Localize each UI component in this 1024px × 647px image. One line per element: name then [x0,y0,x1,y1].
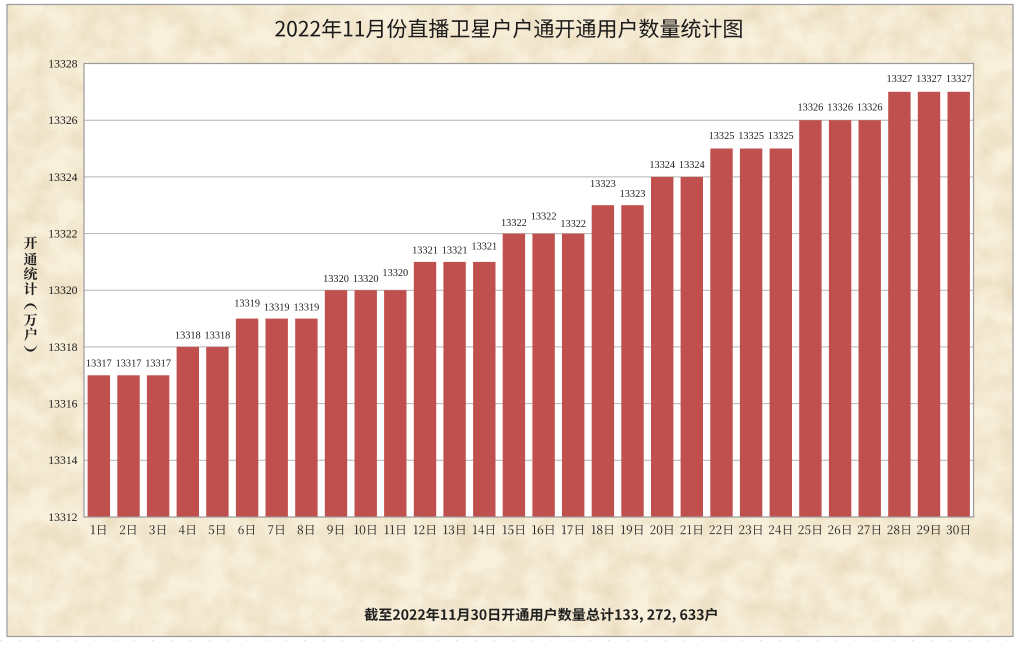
svg-text:13326: 13326 [798,103,824,114]
svg-text:13326: 13326 [48,114,77,127]
svg-text:13318: 13318 [48,341,77,354]
svg-text:13322: 13322 [531,212,557,223]
svg-text:13327: 13327 [887,74,913,85]
svg-text:13316: 13316 [48,398,77,411]
svg-text:13324: 13324 [48,171,77,184]
svg-text:13320: 13320 [353,274,379,285]
svg-text:13318: 13318 [175,331,201,342]
svg-text:13318: 13318 [205,331,231,342]
svg-text:13323: 13323 [590,179,616,190]
svg-text:13320: 13320 [323,274,349,285]
svg-text:13317: 13317 [86,359,112,370]
svg-text:13326: 13326 [857,103,883,114]
svg-text:13325: 13325 [768,131,794,142]
svg-text:13324: 13324 [679,160,705,171]
svg-text:13320: 13320 [48,284,77,297]
svg-text:13321: 13321 [442,245,468,256]
svg-text:13325: 13325 [738,131,764,142]
svg-text:13326: 13326 [827,103,853,114]
svg-text:13319: 13319 [234,298,260,309]
svg-text:13312: 13312 [48,511,77,524]
svg-text:13319: 13319 [294,303,320,314]
svg-text:13317: 13317 [116,359,142,370]
svg-text:13327: 13327 [946,74,972,85]
svg-text:13328: 13328 [48,57,77,70]
svg-text:13319: 13319 [264,303,290,314]
svg-text:13321: 13321 [471,242,497,253]
svg-text:13314: 13314 [48,454,77,467]
svg-text:13320: 13320 [382,268,408,279]
svg-text:13325: 13325 [709,131,735,142]
svg-text:13322: 13322 [560,219,586,230]
svg-text:13323: 13323 [620,189,646,200]
svg-text:13327: 13327 [916,74,942,85]
svg-text:13317: 13317 [145,359,171,370]
svg-text:13322: 13322 [48,228,77,241]
svg-text:13324: 13324 [649,160,675,171]
svg-text:13322: 13322 [501,218,527,229]
svg-text:13321: 13321 [412,245,438,256]
